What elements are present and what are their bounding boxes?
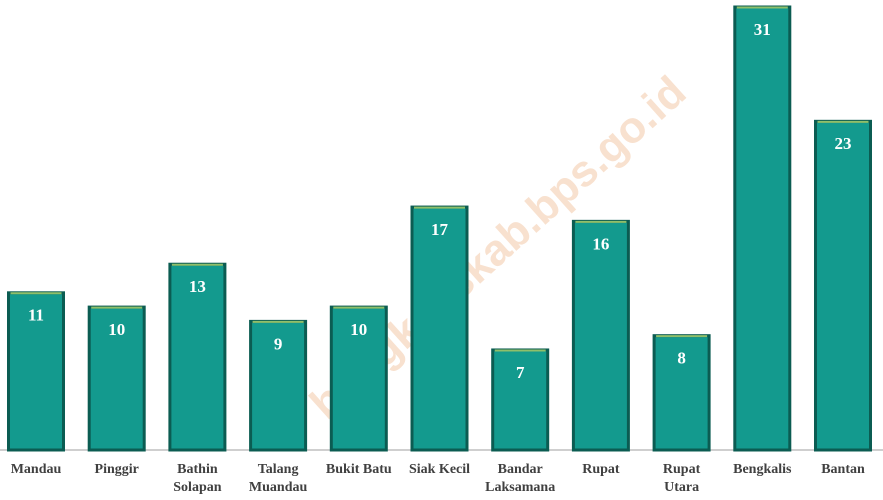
x-tick-label: Bathin Solapan [173, 462, 221, 495]
bar [329, 305, 388, 452]
bar [410, 205, 469, 452]
value-label: 16 [592, 234, 609, 253]
x-tick-label: Mandau [11, 462, 62, 477]
bar [249, 319, 308, 452]
bar [491, 348, 550, 452]
x-tick-label: Rupat Utara [663, 462, 701, 495]
value-label: 10 [108, 320, 125, 339]
x-tick-label: Rupat [582, 462, 620, 477]
x-tick-label: Bukit Batu [326, 462, 392, 477]
bar [168, 262, 227, 452]
value-label: 11 [28, 306, 44, 325]
value-label: 10 [350, 320, 367, 339]
bar [733, 5, 792, 452]
x-tick-label: Bengkalis [733, 462, 792, 477]
bar [652, 334, 711, 452]
value-label: 13 [189, 277, 206, 296]
x-tick-label: Bantan [821, 462, 865, 477]
bar [7, 291, 65, 452]
value-label: 7 [516, 363, 525, 382]
x-tick-label: Siak Kecil [409, 462, 470, 477]
value-label: 31 [754, 20, 771, 39]
bar [814, 119, 872, 452]
bar [87, 305, 146, 452]
value-label: 17 [431, 220, 449, 239]
x-tick-label: Talang Muandau [249, 462, 308, 495]
x-tick-label: Pinggir [95, 462, 139, 477]
x-tick-label: Bandar Laksamana [485, 462, 555, 495]
value-label: 9 [274, 334, 283, 353]
value-label: 8 [677, 349, 686, 368]
bar [571, 219, 630, 452]
value-label: 23 [835, 134, 852, 153]
